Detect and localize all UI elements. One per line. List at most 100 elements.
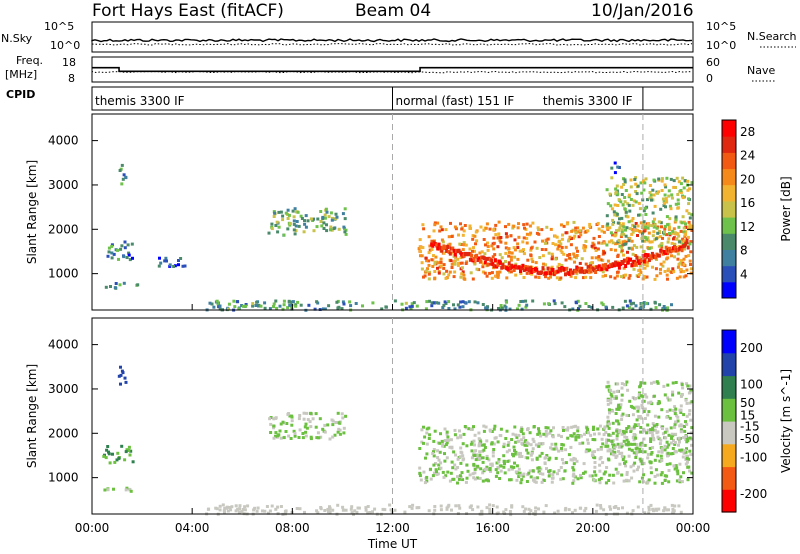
heatmap-bg [92,318,693,514]
heatmap-cell [103,488,107,492]
heatmap-cell [507,247,511,251]
heatmap-cell [433,262,437,266]
heatmap-cell [470,440,474,444]
heatmap-cell [433,221,437,225]
heatmap-cell [467,300,471,304]
heatmap-cell [325,229,329,233]
heatmap-cell [502,442,506,446]
heatmap-cell [504,241,508,245]
heatmap-cell [451,466,455,470]
heatmap-cell [607,433,611,437]
heatmap-cell [285,422,289,425]
colorbar-swatch [722,265,736,283]
heatmap-cell [512,224,516,228]
heatmap-cell [675,479,679,483]
heatmap-cell [279,210,283,214]
heatmap-cell [615,389,619,393]
heatmap-cell [477,437,481,441]
ridge-cell [512,268,516,272]
heatmap-cell [629,178,633,182]
heatmap-cell [654,237,658,241]
heatmap-cell [686,478,690,482]
heatmap-cell [287,412,291,415]
heatmap-cell [520,430,524,433]
ridge-cell [529,266,532,271]
heatmap-cell [642,427,646,431]
heatmap-cell [289,437,293,440]
heatmap-cell [578,506,582,510]
heatmap-cell [342,431,346,435]
heatmap-cell [321,215,325,219]
heatmap-cell [514,273,518,277]
heatmap-cell [584,245,588,249]
ridge-cell [567,271,571,276]
heatmap-cell [434,255,438,259]
heatmap-cell [610,166,614,170]
heatmap-cell [509,478,513,482]
heatmap-cell [278,429,282,433]
heatmap-cell [482,238,486,241]
heatmap-cell [468,473,472,477]
heatmap-cell [667,508,670,512]
heatmap-cell [625,511,629,515]
heatmap-cell [645,395,649,399]
heatmap-cell [584,262,588,266]
heatmap-cell [656,231,660,235]
heatmap-cell [540,480,544,484]
heatmap-cell [269,431,273,434]
heatmap-cell [606,402,610,406]
heatmap-cell [410,302,414,306]
heatmap-cell [682,186,686,190]
heatmap-cell [602,508,606,512]
heatmap-cell [328,510,332,514]
nsearch-line [91,42,693,46]
heatmap-cell [458,261,462,265]
heatmap-cell [461,270,465,274]
ridge-cell [453,252,457,257]
heatmap-cell [232,299,236,303]
heatmap-cell [668,204,672,208]
heatmap-cell [616,471,620,475]
heatmap-cell [341,416,345,420]
heatmap-cell [661,197,665,201]
heatmap-cell [497,232,501,236]
heatmap-cell [634,182,638,186]
nsky-frame [91,21,694,53]
heatmap-cell [598,424,602,428]
heatmap-cell [216,302,220,306]
heatmap-cell [684,254,688,258]
heatmap-cell [505,276,509,280]
colorbar-swatch [722,200,736,218]
heatmap-cell [614,190,618,194]
heatmap-cell [469,442,473,446]
heatmap-cell [645,237,649,241]
heatmap-cell [277,433,281,437]
heatmap-cell [107,246,111,250]
heatmap-cell [590,256,594,260]
heatmap-cell [634,304,638,308]
heatmap-cell [619,224,623,228]
colorbar-tick-label: 15 [740,409,755,423]
heatmap-cell [605,385,609,389]
heatmap-cell [507,254,511,258]
heatmap-cell [690,426,694,430]
heatmap-cell [618,452,622,455]
heatmap-cell [522,248,525,252]
heatmap-cell [673,467,677,471]
heatmap-cell [550,265,554,269]
heatmap-cell [663,506,667,510]
heatmap-cell [461,442,465,446]
heatmap-cell [439,225,443,229]
heatmap-cell [462,457,466,461]
heatmap-cell [649,307,653,311]
heatmap-cell [516,246,520,249]
heatmap-cell [123,246,127,250]
heatmap-cell [168,263,172,267]
colorbar-tick-label: -15 [740,419,760,433]
heatmap-cell [491,450,495,454]
colorbar-swatch [722,217,736,234]
heatmap-cell [497,460,501,464]
colorbar-swatch [722,489,736,513]
heatmap-cell [656,381,660,385]
heatmap-cell [616,382,620,386]
